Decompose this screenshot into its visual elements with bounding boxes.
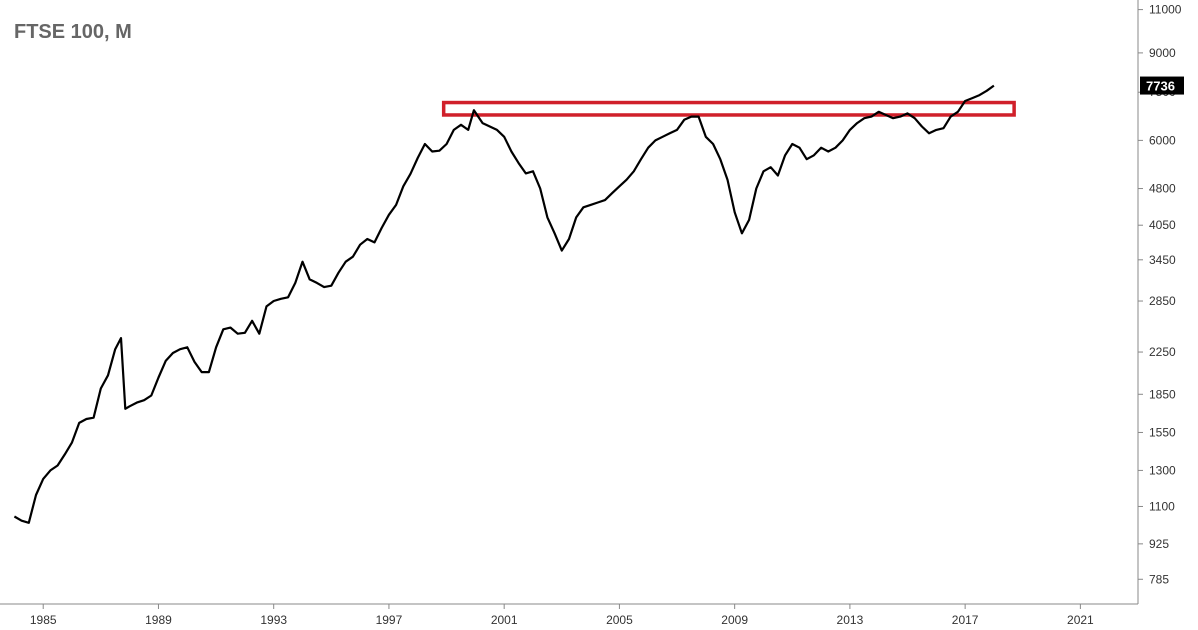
x-tick-label: 2005: [606, 613, 633, 627]
y-tick-label: 2250: [1149, 345, 1176, 359]
x-tick-label: 2013: [837, 613, 864, 627]
series-line: [13, 84, 995, 524]
last-value-label: 7736: [1146, 79, 1175, 94]
resistance-zone-rectangle: [441, 100, 1016, 117]
y-tick-label: 1550: [1149, 425, 1176, 439]
y-tick-label: 1100: [1149, 499, 1175, 513]
last-value-badge-background: [1140, 76, 1184, 95]
y-tick-label: 9000: [1149, 46, 1176, 60]
x-tick-label: 1997: [376, 613, 403, 627]
x-tick-label: 1989: [145, 613, 172, 627]
y-tick-label: 1850: [1149, 387, 1176, 401]
x-tick-label: 1985: [30, 613, 57, 627]
x-tick-label: 1993: [260, 613, 287, 627]
x-tick-label: 2021: [1067, 613, 1094, 627]
x-tick-label: 2017: [952, 613, 979, 627]
y-tick-label: 785: [1149, 572, 1169, 586]
last-value-badge: 7736: [1140, 76, 1184, 95]
y-tick-label: 6000: [1149, 133, 1176, 147]
y-tick-label: 1300: [1149, 463, 1176, 477]
plot-area: [13, 84, 1016, 524]
x-tick-label: 2001: [491, 613, 518, 627]
y-axis: 1100090007500600048004050345028502250185…: [1137, 0, 1182, 604]
y-tick-label: 3450: [1149, 253, 1176, 267]
y-tick-label: 11000: [1149, 3, 1182, 17]
x-axis: 1985 1989 1993 1997 2001 2005 2009 2013 2017 2021: [0, 603, 1138, 627]
y-tick-label: 2850: [1149, 294, 1176, 308]
y-tick-label: 925: [1149, 537, 1169, 551]
x-tick-label: 2009: [721, 613, 748, 627]
y-tick-label: 4050: [1149, 218, 1176, 232]
chart-title: FTSE 100, M: [14, 21, 132, 43]
y-tick-label: 4800: [1149, 182, 1176, 196]
